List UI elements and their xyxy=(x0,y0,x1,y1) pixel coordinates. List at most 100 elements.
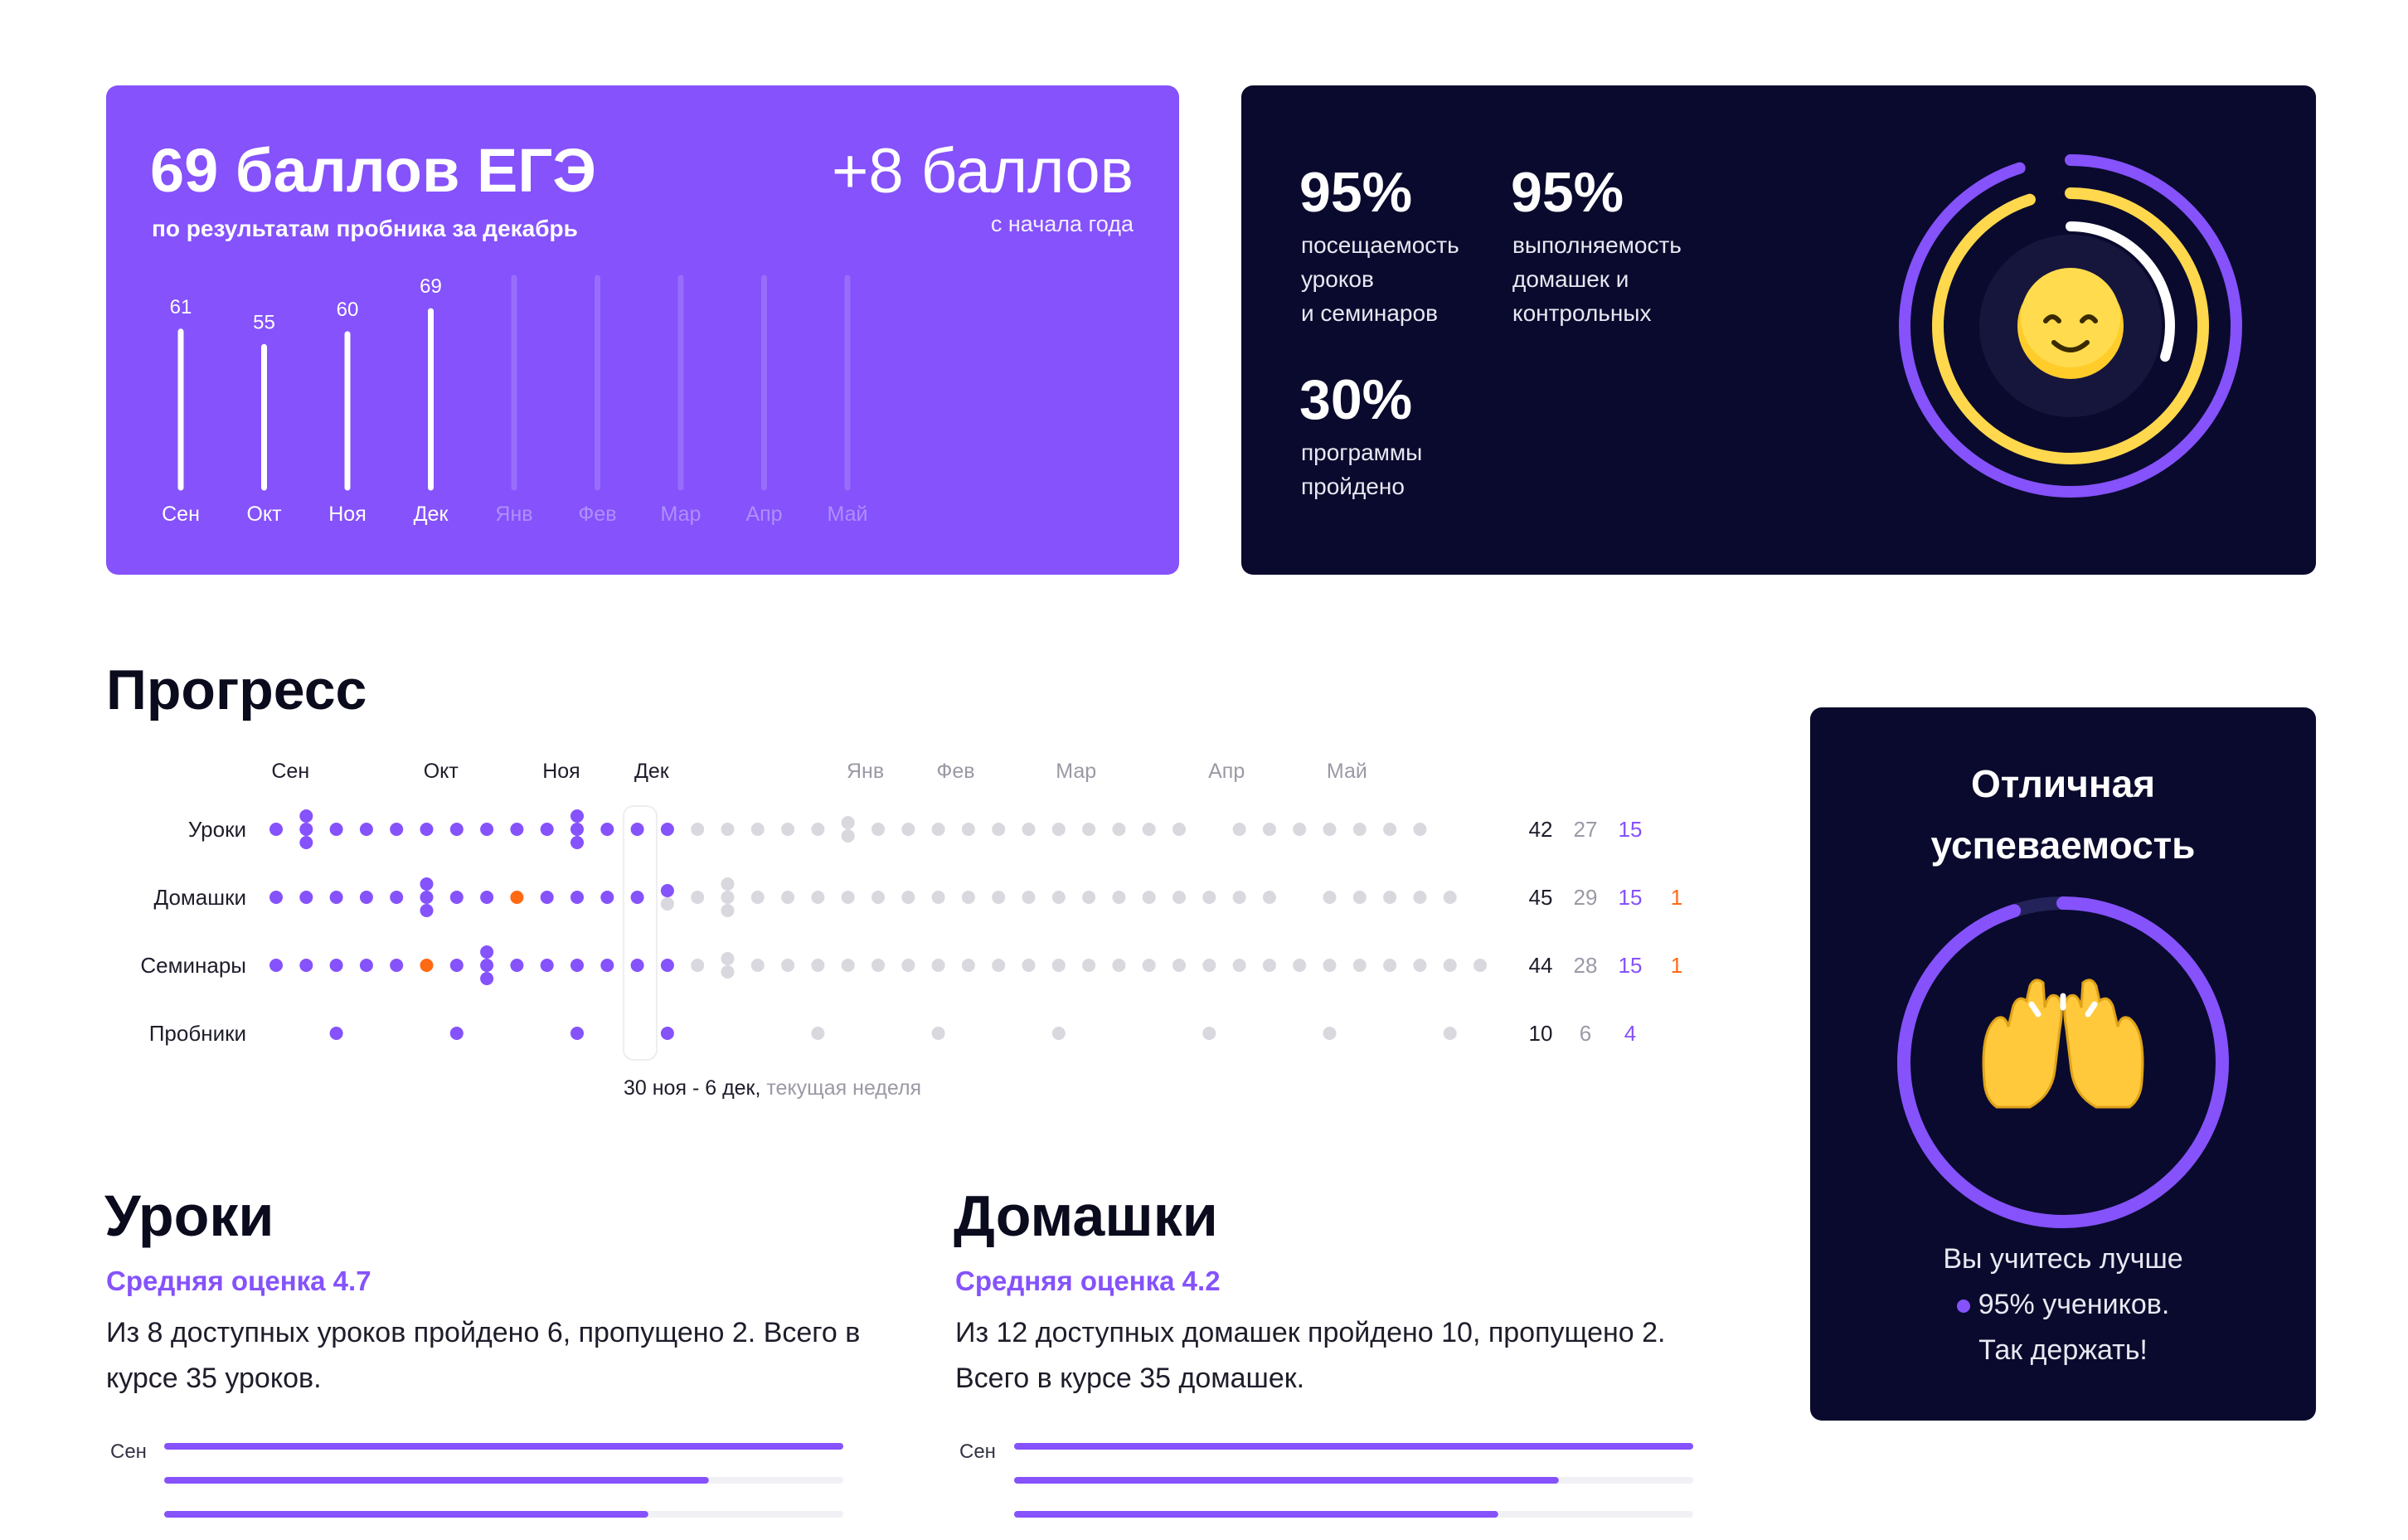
attendance-ring xyxy=(1899,154,2242,498)
homework-dot xyxy=(510,891,524,904)
award-text-line2-wrap: 95% учеников. xyxy=(1810,1282,2316,1328)
lessons-dot xyxy=(480,823,494,836)
homework-dot xyxy=(1232,891,1246,904)
score-subtitle: по результатам пробника за декабрь xyxy=(152,216,578,241)
seminar-dot xyxy=(1413,959,1427,972)
homework-dot xyxy=(1112,891,1126,904)
progress-row-label: Уроки xyxy=(188,817,246,842)
lessons-dot xyxy=(781,823,795,836)
lessons-dot xyxy=(570,823,584,836)
progress-count: 42 xyxy=(1529,817,1553,842)
mock-exam-dot xyxy=(329,1027,343,1040)
progress-title: Прогресс xyxy=(106,658,367,721)
mock-exam-dot xyxy=(1051,1027,1066,1040)
homework-label: выполняемость домашек и контрольных xyxy=(1512,232,1682,326)
lessons-dot xyxy=(721,823,735,836)
seminar-dot xyxy=(992,959,1006,972)
progress-count: 45 xyxy=(1529,885,1553,910)
lessons-dot xyxy=(871,823,885,836)
seminar-dot xyxy=(540,959,554,972)
lessons-dot xyxy=(510,823,524,836)
progress-month-label: Сен xyxy=(271,760,309,783)
homework-dot xyxy=(1443,891,1457,904)
progress-month-label: Окт xyxy=(424,760,459,783)
award-ring xyxy=(1897,896,2229,1228)
seminar-dot xyxy=(1473,959,1487,972)
homework-dot xyxy=(299,891,313,904)
homework-dot xyxy=(811,891,825,904)
homework-dot xyxy=(1172,891,1186,904)
homework-dot xyxy=(931,891,945,904)
progress-month-label: Фев xyxy=(936,760,974,783)
lessons-dot xyxy=(1112,823,1126,836)
homework-dot xyxy=(1383,891,1397,904)
seminar-dot xyxy=(449,959,464,972)
score-bar-value: 55 xyxy=(253,311,275,333)
seminar-dot xyxy=(390,959,404,972)
homework-dot xyxy=(721,904,735,917)
progress-row-label: Домашки xyxy=(154,885,246,910)
current-week-note: текущая неделя xyxy=(766,1076,921,1100)
mock-exam-dot xyxy=(811,1027,825,1040)
seminar-dot xyxy=(1172,959,1186,972)
mock-exam-dot xyxy=(449,1027,464,1040)
seminar-dot xyxy=(359,959,373,972)
score-card: 69 баллов ЕГЭ по результатам пробника за… xyxy=(106,85,1179,575)
award-text: Вы учитесь лучше 95% учеников. Так держа… xyxy=(1810,1236,2316,1373)
homework-dot xyxy=(750,891,765,904)
seminar-dot xyxy=(480,945,494,959)
progress-count: 15 xyxy=(1619,953,1643,978)
seminar-dot xyxy=(1443,959,1457,972)
seminar-dot xyxy=(420,959,434,972)
homework-dot xyxy=(630,891,644,904)
seminar-dot xyxy=(299,959,313,972)
score-month-label: Апр xyxy=(745,503,782,526)
homework-value: 95% xyxy=(1511,161,1624,224)
lessons-dot xyxy=(600,823,614,836)
program-label: программы пройдено xyxy=(1301,440,1423,499)
lessons-dot xyxy=(1383,823,1397,836)
bullet-dot-icon xyxy=(1956,1300,1970,1314)
lessons-dot xyxy=(299,836,313,849)
homework-dot xyxy=(721,877,735,891)
seminar-dot xyxy=(961,959,975,972)
homework-dot xyxy=(1413,891,1427,904)
seminar-dot xyxy=(750,959,765,972)
score-bar-chart: 61 Сен 55 Окт 60 Ноя 69 Дек Янв Фев Мар Апр Май xyxy=(162,274,867,526)
progress-row-label: Семинары xyxy=(140,953,246,978)
lessons-dot xyxy=(1232,823,1246,836)
homework-dot xyxy=(961,891,975,904)
lessons-dot xyxy=(992,823,1006,836)
score-bar-value: 69 xyxy=(420,275,442,298)
seminar-dot xyxy=(1082,959,1096,972)
score-month-label: Мар xyxy=(661,503,702,526)
homework-title: Домашки xyxy=(954,1183,1218,1248)
seminar-dot xyxy=(630,959,644,972)
lessons-dot xyxy=(1051,823,1066,836)
seminar-dot xyxy=(660,959,674,972)
seminar-dot xyxy=(871,959,885,972)
attendance-value: 95% xyxy=(1299,161,1413,224)
mock-exam-dot xyxy=(1443,1027,1457,1040)
lessons-title: Уроки xyxy=(104,1183,274,1248)
progress-count: 29 xyxy=(1574,885,1598,910)
lessons-dot xyxy=(901,823,915,836)
progress-month-label: Дек xyxy=(634,760,670,783)
homework-dot xyxy=(691,891,705,904)
seminar-dot xyxy=(1112,959,1126,972)
seminar-dot xyxy=(600,959,614,972)
homework-dot xyxy=(992,891,1006,904)
homework-dot xyxy=(1323,891,1337,904)
homework-dot xyxy=(1352,891,1367,904)
lessons-dot xyxy=(1293,823,1307,836)
progress-count: 1 xyxy=(1671,953,1682,978)
homework-dot xyxy=(1051,891,1066,904)
homework-dot xyxy=(269,891,283,904)
seminar-dot xyxy=(1232,959,1246,972)
attendance-label: посещаемость уроков и семинаров xyxy=(1301,232,1459,326)
mock-exam-dot xyxy=(660,1027,674,1040)
homework-dot xyxy=(390,891,404,904)
progress-month-label: Мар xyxy=(1056,760,1096,783)
score-month-label: Фев xyxy=(578,503,616,526)
lessons-dot xyxy=(570,809,584,823)
